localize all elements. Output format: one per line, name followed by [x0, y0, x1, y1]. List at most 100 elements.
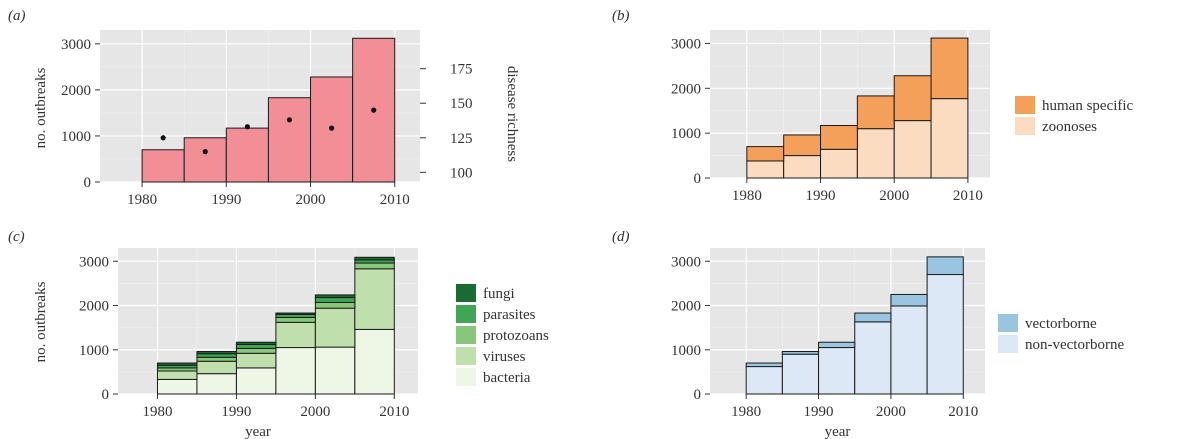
bar-zoonoses	[893, 120, 932, 179]
bar-human-specific	[893, 75, 932, 122]
bar-bacteria	[314, 346, 356, 395]
bar-non-vectorborne	[890, 305, 928, 395]
bar-human-specific	[820, 125, 858, 150]
y-tick-label: 2000	[79, 299, 109, 315]
legend-swatch	[456, 284, 476, 302]
x-tick-label: 2010	[948, 404, 978, 420]
x-tick-label: 1990	[221, 404, 251, 420]
y-tick-label: 2000	[671, 81, 701, 97]
bar-bacteria	[196, 373, 237, 395]
x-axis-label: year	[245, 424, 271, 439]
legend-label: protozoans	[483, 328, 549, 344]
bar-zoonoses	[856, 128, 895, 179]
y2-tick-label: 175	[450, 62, 473, 78]
y2-tick-label: 150	[450, 96, 473, 112]
y2-axis-label: disease richness	[504, 66, 520, 162]
y-tick-label: 1000	[79, 343, 109, 359]
legend-swatch	[998, 335, 1018, 353]
legend-swatch	[456, 326, 476, 344]
bar-outbreaks	[225, 127, 269, 183]
y2-tick-label: 125	[450, 131, 473, 147]
y-tick-label: 2000	[61, 83, 91, 99]
panel-d: 0 1000 2000 3000 1980 1990 2000 2010 (d) year vect…	[612, 229, 1124, 439]
bar-non-vectorborne	[781, 353, 820, 395]
bar-vectorborne	[818, 341, 856, 349]
legend-swatch	[456, 368, 476, 386]
bar-bacteria	[354, 328, 395, 395]
bar-parasites	[196, 353, 237, 358]
bar-vectorborne	[926, 256, 964, 276]
y-tick-label: 3000	[79, 254, 109, 270]
legend-label: vectorborne	[1025, 316, 1097, 332]
x-tick-label: 2000	[876, 404, 906, 420]
richness-point	[244, 124, 250, 130]
legend-swatch	[1015, 96, 1035, 114]
panel-a: 100 125 150 175 disease richness 0 1000 2000 300…	[8, 8, 520, 208]
bar-protozoans	[354, 262, 395, 270]
y-tick-label: 1000	[61, 129, 91, 145]
x-tick-label: 1980	[732, 188, 762, 204]
bar-bacteria	[235, 367, 277, 395]
x-tick-label: 1980	[127, 192, 157, 208]
legend-swatch	[1015, 117, 1035, 135]
bar-outbreaks	[141, 149, 185, 183]
panel-label: (a)	[8, 8, 26, 24]
legend: human specific zoonoses	[1015, 96, 1134, 135]
bar-bacteria	[156, 378, 198, 395]
legend-label: bacteria	[483, 370, 531, 386]
bar-vectorborne	[745, 362, 783, 368]
y-tick-label: 1000	[671, 126, 701, 142]
y-tick-label: 0	[694, 171, 702, 187]
bar-fungi	[354, 256, 395, 261]
bar-vectorborne	[890, 293, 928, 307]
bar-fungi	[235, 341, 277, 345]
bar-viruses	[314, 307, 356, 348]
panel-label: (d)	[612, 229, 630, 245]
richness-point	[202, 149, 208, 155]
x-tick-label: 2010	[380, 192, 410, 208]
legend-label: viruses	[483, 349, 526, 365]
bar-zoonoses	[930, 98, 969, 179]
y-tick-label: 0	[84, 175, 92, 191]
bar-vectorborne	[854, 312, 892, 323]
bar-fungi	[156, 362, 198, 366]
y-tick-label: 2000	[671, 299, 701, 315]
bar-parasites	[235, 343, 277, 349]
bar-viruses	[275, 321, 316, 349]
y-tick-label: 3000	[61, 37, 91, 53]
y-axis-label: no. outbreaks	[33, 67, 49, 148]
x-tick-label: 2010	[953, 188, 983, 204]
y-tick-label: 0	[694, 387, 702, 403]
bar-vectorborne	[781, 351, 820, 355]
x-tick-label: 2010	[379, 404, 409, 420]
bar-fungi	[314, 294, 356, 299]
y-tick-label: 1000	[671, 343, 701, 359]
legend-swatch	[456, 347, 476, 365]
x-tick-label: 2000	[296, 192, 326, 208]
legend: vectorborne non-vectorborne	[998, 314, 1124, 353]
panel-label: (c)	[8, 229, 25, 245]
y-tick-label: 3000	[671, 254, 701, 270]
bar-non-vectorborne	[745, 366, 783, 395]
x-axis-label: year	[825, 424, 851, 439]
bar-zoonoses	[820, 148, 858, 179]
bar-parasites	[314, 297, 356, 303]
bar-non-vectorborne	[926, 274, 964, 395]
x-tick-label: 1990	[804, 404, 834, 420]
x-tick-label: 1990	[211, 192, 241, 208]
bar-bacteria	[275, 347, 316, 395]
bar-viruses	[235, 352, 277, 369]
y-tick-label: 3000	[671, 36, 701, 52]
x-tick-label: 2000	[300, 404, 330, 420]
bar-outbreaks	[183, 137, 227, 183]
bar-human-specific	[783, 134, 822, 157]
legend-swatch	[998, 314, 1018, 332]
bar-protozoans	[196, 356, 237, 362]
legend-label: zoonoses	[1042, 119, 1097, 135]
legend-swatch	[456, 305, 476, 323]
legend-label: fungi	[483, 286, 515, 302]
x-tick-label: 2000	[879, 188, 909, 204]
y-axis-label: no. outbreaks	[33, 281, 49, 362]
y-tick-label: 0	[102, 387, 110, 403]
